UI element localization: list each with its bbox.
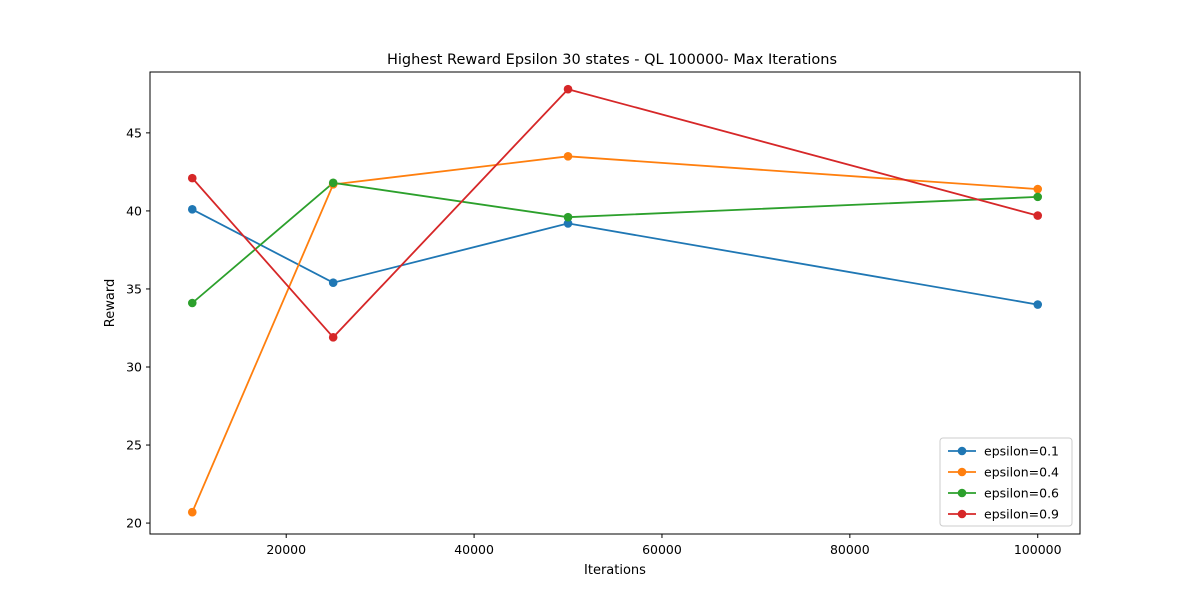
y-axis-label: Reward bbox=[103, 279, 118, 327]
y-tick-label: 20 bbox=[126, 516, 142, 531]
data-point bbox=[328, 178, 338, 188]
series-line bbox=[191, 208, 1038, 306]
y-tick-label: 40 bbox=[126, 203, 142, 218]
y-tick-label: 30 bbox=[126, 359, 142, 374]
x-tick-label: 20000 bbox=[266, 542, 306, 557]
x-tick-label: 60000 bbox=[642, 542, 682, 557]
x-tick-label: 80000 bbox=[830, 542, 870, 557]
legend-entry-label: epsilon=0.4 bbox=[984, 465, 1059, 480]
data-point bbox=[563, 212, 573, 222]
legend: epsilon=0.1 epsilon=0.4 epsilon=0.6 epsilon… bbox=[939, 437, 1073, 527]
data-point bbox=[187, 173, 197, 183]
data-point bbox=[563, 151, 573, 161]
y-tick-label: 45 bbox=[126, 125, 142, 140]
legend-swatch-marker bbox=[957, 446, 967, 456]
x-tick-label: 40000 bbox=[454, 542, 494, 557]
legend-entry-label: epsilon=0.6 bbox=[984, 486, 1059, 501]
data-point bbox=[563, 219, 573, 228]
legend-entry-label: epsilon=0.9 bbox=[984, 507, 1059, 522]
legend-swatch-marker bbox=[957, 509, 967, 519]
data-point bbox=[1033, 192, 1043, 202]
x-tick-label: 100000 bbox=[1014, 542, 1062, 557]
plot-area: 20000 40000 60000 80000 100000 20 25 30 35 40 45 bbox=[126, 84, 1062, 557]
data-point bbox=[1033, 184, 1043, 194]
data-point bbox=[328, 333, 338, 342]
series-line bbox=[191, 155, 1038, 513]
axes-frame bbox=[149, 71, 1081, 535]
x-axis-label: Iterations bbox=[584, 563, 646, 578]
data-point bbox=[1033, 211, 1043, 220]
data-point bbox=[328, 278, 338, 288]
y-tick-label: 25 bbox=[126, 438, 142, 453]
data-point bbox=[187, 298, 197, 308]
data-point bbox=[1033, 300, 1043, 309]
series-line bbox=[191, 181, 1038, 304]
series-line bbox=[191, 88, 1038, 339]
y-tick-label: 35 bbox=[126, 281, 142, 296]
chart-title: Highest Reward Epsilon 30 states - QL 10… bbox=[387, 52, 837, 68]
legend-entry-label: epsilon=0.1 bbox=[984, 444, 1059, 459]
data-point bbox=[187, 205, 197, 214]
legend-swatch-marker bbox=[957, 467, 967, 477]
legend-box bbox=[939, 437, 1073, 527]
data-point bbox=[563, 84, 573, 94]
legend-swatch-marker bbox=[957, 488, 967, 498]
data-point bbox=[187, 507, 197, 517]
